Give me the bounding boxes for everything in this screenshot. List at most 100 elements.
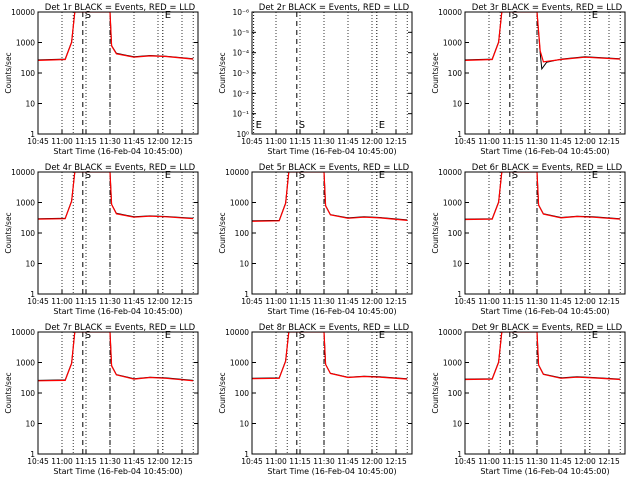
y-tick-label: 100	[448, 389, 463, 398]
x-tick-label: 12:15	[385, 457, 407, 466]
x-tick-label: 10:45	[241, 297, 263, 306]
marker-label: E	[592, 10, 598, 21]
y-tick-label: 100	[448, 69, 463, 78]
x-tick-label: 10:45	[454, 297, 476, 306]
x-axis-label: Start Time (16-Feb-04 10:45:00)	[267, 147, 396, 156]
marker-label: S	[512, 330, 518, 341]
x-tick-label: 11:45	[337, 297, 359, 306]
marker-label: E	[592, 330, 598, 341]
x-tick-label: 11:00	[51, 297, 73, 306]
x-tick-label: 11:45	[550, 137, 572, 146]
x-tick-label: 11:45	[123, 297, 145, 306]
y-axis-label: Counts/sec	[4, 52, 13, 93]
x-tick-label: 11:30	[99, 137, 121, 146]
x-tick-label: 10:45	[454, 457, 476, 466]
y-tick-label: 10⁰	[236, 130, 249, 139]
y-tick-label: 1	[30, 130, 35, 139]
x-tick-label: 10:45	[27, 137, 49, 146]
y-tick-label: 10	[25, 100, 35, 109]
y-tick-label: 1000	[230, 359, 249, 368]
y-tick-label: 100	[235, 389, 250, 398]
y-axis-label: Counts/sec	[431, 212, 440, 253]
y-tick-label: 1	[244, 450, 249, 459]
x-tick-label: 11:45	[123, 457, 145, 466]
x-tick-label: 11:30	[526, 137, 548, 146]
y-tick-label: 10⁻²	[232, 89, 249, 98]
x-tick-label: 11:00	[478, 297, 500, 306]
y-tick-label: 1	[457, 290, 462, 299]
x-axis-label: Start Time (16-Feb-04 10:45:00)	[480, 467, 609, 476]
panel-title: Det 4r BLACK = Events, RED = LLD	[45, 163, 196, 173]
x-tick-label: 10:45	[241, 457, 263, 466]
y-axis-label: Counts/sec	[431, 52, 440, 93]
x-tick-label: 12:15	[598, 297, 620, 306]
y-tick-label: 10000	[438, 8, 462, 17]
y-tick-label: 100	[235, 229, 250, 238]
marker-label: S	[299, 170, 305, 181]
y-tick-label: 1000	[443, 199, 462, 208]
y-tick-label: 10	[452, 420, 462, 429]
series-line-lld	[252, 172, 408, 222]
marker-label: E	[379, 330, 385, 341]
x-tick-label: 11:00	[265, 457, 287, 466]
x-tick-label: 11:15	[502, 457, 524, 466]
y-tick-label: 1	[457, 130, 462, 139]
x-tick-label: 10:45	[241, 137, 263, 146]
y-tick-label: 1000	[16, 359, 35, 368]
x-tick-label: 12:00	[147, 457, 169, 466]
x-tick-label: 11:45	[123, 137, 145, 146]
y-tick-label: 100	[21, 229, 36, 238]
y-tick-label: 1000	[443, 39, 462, 48]
y-tick-label: 1	[244, 290, 249, 299]
x-axis-label: Start Time (16-Feb-04 10:45:00)	[267, 467, 396, 476]
series-line-lld	[465, 332, 621, 381]
marker-label: E	[379, 120, 385, 131]
x-tick-label: 11:30	[313, 457, 335, 466]
x-tick-label: 11:30	[99, 297, 121, 306]
marker-label: E	[256, 120, 262, 131]
x-tick-label: 11:15	[502, 137, 524, 146]
x-tick-label: 11:30	[313, 297, 335, 306]
y-tick-label: 1000	[443, 359, 462, 368]
y-axis-label: Counts/sec	[218, 212, 227, 253]
x-tick-label: 12:15	[171, 137, 193, 146]
x-axis-label: Start Time (16-Feb-04 10:45:00)	[53, 147, 182, 156]
x-tick-label: 11:15	[289, 457, 311, 466]
x-tick-label: 11:00	[478, 457, 500, 466]
y-tick-label: 10000	[438, 168, 462, 177]
marker-label: S	[512, 10, 518, 21]
x-tick-label: 11:15	[75, 297, 97, 306]
y-tick-label: 100	[21, 69, 36, 78]
y-axis-label: Counts/sec	[4, 212, 13, 253]
x-tick-label: 11:15	[289, 297, 311, 306]
x-tick-label: 11:00	[478, 137, 500, 146]
x-tick-label: 11:00	[265, 297, 287, 306]
marker-label: E	[165, 170, 171, 181]
x-tick-label: 12:00	[574, 297, 596, 306]
x-tick-label: 12:15	[171, 457, 193, 466]
x-tick-label: 12:15	[171, 297, 193, 306]
x-tick-label: 11:30	[99, 457, 121, 466]
panel-title: Det 3r BLACK = Events, RED = LLD	[472, 3, 623, 13]
x-tick-label: 11:00	[265, 137, 287, 146]
x-tick-label: 11:00	[51, 457, 73, 466]
panel-title: Det 6r BLACK = Events, RED = LLD	[472, 163, 623, 173]
panel-title: Det 8r BLACK = Events, RED = LLD	[259, 323, 410, 333]
series-line-lld	[465, 172, 621, 221]
x-tick-label: 11:15	[502, 297, 524, 306]
x-axis-label: Start Time (16-Feb-04 10:45:00)	[480, 147, 609, 156]
marker-label: S	[85, 170, 91, 181]
x-tick-label: 12:00	[574, 137, 596, 146]
y-tick-label: 10000	[11, 168, 35, 177]
panel-title: Det 9r BLACK = Events, RED = LLD	[472, 323, 623, 333]
y-tick-label: 10⁻⁵	[232, 28, 249, 37]
x-tick-label: 11:15	[75, 457, 97, 466]
x-tick-label: 12:00	[147, 137, 169, 146]
